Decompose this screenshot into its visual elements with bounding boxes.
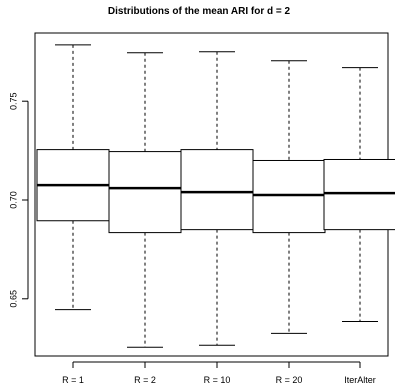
x-tick-label: R = 2 bbox=[134, 375, 156, 385]
box-4 bbox=[252, 60, 326, 334]
y-tick-label: 0.65 bbox=[8, 290, 18, 308]
iqr-box bbox=[180, 149, 254, 231]
iqr-box bbox=[108, 151, 182, 234]
box-1 bbox=[36, 44, 110, 311]
box-5 bbox=[323, 67, 395, 323]
y-tick-label: 0.75 bbox=[8, 92, 18, 110]
x-tick-label: R = 10 bbox=[204, 375, 231, 385]
x-tick-label: R = 1 bbox=[62, 375, 84, 385]
boxes-group bbox=[36, 44, 395, 348]
iqr-box bbox=[323, 158, 395, 231]
box-3 bbox=[180, 51, 254, 346]
y-axis: 0.65 0.70 0.75 bbox=[8, 92, 29, 308]
box-2 bbox=[108, 52, 182, 348]
iqr-box bbox=[252, 159, 326, 234]
x-axis: R = 1 R = 2 R = 10 R = 20 IterAlter bbox=[62, 361, 376, 385]
x-tick-label: IterAlter bbox=[344, 375, 376, 385]
x-tick-label: R = 20 bbox=[276, 375, 303, 385]
chart-title: Distributions of the mean ARI for d = 2 bbox=[108, 6, 291, 17]
y-tick-label: 0.70 bbox=[8, 191, 18, 209]
